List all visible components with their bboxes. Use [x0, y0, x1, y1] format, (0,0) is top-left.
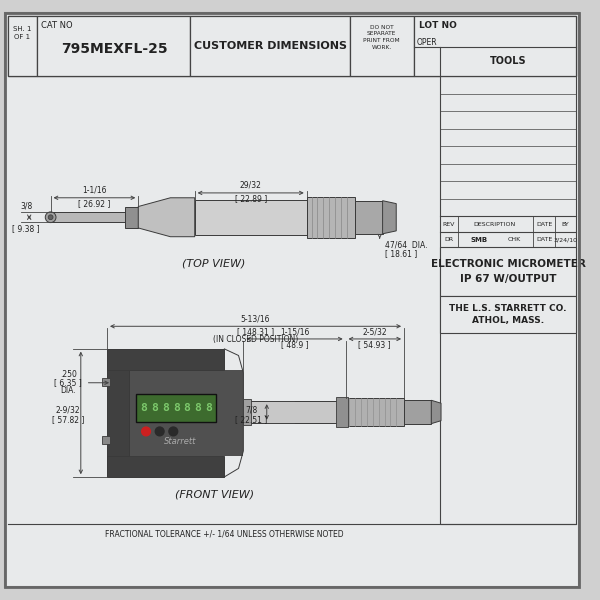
Bar — [102, 436, 110, 444]
Text: [ 18.61 ]: [ 18.61 ] — [385, 249, 417, 258]
Text: [ 48.9 ]: [ 48.9 ] — [281, 340, 308, 349]
Text: FRACTIONAL TOLERANCE +/- 1/64 UNLESS OTHERWISE NOTED: FRACTIONAL TOLERANCE +/- 1/64 UNLESS OTH… — [104, 529, 343, 538]
Text: TOOLS: TOOLS — [490, 56, 526, 67]
Bar — [195, 200, 307, 235]
Polygon shape — [383, 200, 396, 234]
Bar — [50, 212, 127, 222]
Bar — [336, 397, 347, 427]
Text: [ 57.82 ]: [ 57.82 ] — [52, 415, 85, 424]
Bar — [102, 378, 110, 386]
Text: (IN CLOSED POSITION): (IN CLOSED POSITION) — [213, 335, 298, 344]
Bar — [8, 16, 37, 76]
Bar — [107, 349, 224, 370]
Text: DIA.: DIA. — [61, 386, 76, 395]
Text: 2-9/32: 2-9/32 — [56, 406, 80, 415]
Polygon shape — [431, 400, 441, 424]
Text: 47/64  DIA.: 47/64 DIA. — [385, 241, 427, 250]
Text: ELECTRONIC MICROMETER
IP 67 W/OUTPUT: ELECTRONIC MICROMETER IP 67 W/OUTPUT — [431, 259, 586, 284]
Bar — [346, 398, 404, 425]
Text: OPER: OPER — [416, 38, 437, 47]
Text: 2-5/32: 2-5/32 — [362, 327, 387, 336]
Circle shape — [155, 427, 164, 436]
Text: 8: 8 — [151, 403, 158, 413]
Text: 8: 8 — [205, 403, 212, 413]
Bar — [8, 16, 577, 76]
Text: 5-13/16: 5-13/16 — [241, 314, 271, 323]
Ellipse shape — [48, 215, 53, 220]
Text: 8: 8 — [194, 403, 201, 413]
Bar — [440, 76, 577, 524]
Text: CAT NO: CAT NO — [41, 21, 73, 30]
Text: [ 54.93 ]: [ 54.93 ] — [358, 340, 391, 349]
Text: DATE: DATE — [536, 221, 553, 227]
Text: DO NOT
SEPARATE
PRINT FROM
WORK.: DO NOT SEPARATE PRINT FROM WORK. — [364, 25, 400, 50]
Bar — [107, 349, 128, 475]
Circle shape — [142, 427, 151, 436]
Text: 1-1/16: 1-1/16 — [82, 186, 107, 195]
Bar — [414, 16, 577, 76]
Text: BY: BY — [562, 221, 569, 227]
Text: CHK: CHK — [508, 237, 521, 242]
Text: DESCRIPTION: DESCRIPTION — [473, 221, 515, 227]
Text: OF 1: OF 1 — [14, 34, 31, 40]
Bar — [128, 370, 244, 456]
Bar — [125, 206, 138, 228]
Text: [ 26.92 ]: [ 26.92 ] — [78, 199, 110, 208]
Bar — [190, 16, 350, 76]
Text: 3/24/10: 3/24/10 — [554, 237, 578, 242]
Text: 1-15/16: 1-15/16 — [280, 327, 309, 336]
Bar — [350, 16, 414, 76]
Bar — [440, 296, 577, 333]
Text: THE L.S. STARRETT CO.
ATHOL, MASS.: THE L.S. STARRETT CO. ATHOL, MASS. — [449, 304, 567, 325]
Bar — [37, 16, 190, 76]
Text: 3/8: 3/8 — [20, 202, 32, 211]
Text: 8: 8 — [141, 403, 148, 413]
Bar — [440, 247, 577, 296]
Bar — [107, 456, 224, 477]
Text: [ 148.31 ]: [ 148.31 ] — [237, 327, 274, 336]
Text: [ 22.51 ]: [ 22.51 ] — [235, 415, 267, 424]
Text: 29/32: 29/32 — [240, 181, 262, 190]
Text: (TOP VIEW): (TOP VIEW) — [182, 258, 246, 268]
Polygon shape — [138, 198, 195, 237]
Text: 8: 8 — [173, 403, 179, 413]
Text: DATE: DATE — [536, 237, 553, 242]
Text: CUSTOMER DIMENSIONS: CUSTOMER DIMENSIONS — [194, 41, 347, 51]
Text: LOT NO: LOT NO — [419, 21, 457, 30]
Bar — [136, 394, 216, 422]
Ellipse shape — [45, 212, 56, 223]
Bar — [355, 200, 383, 234]
Text: [ 22.89 ]: [ 22.89 ] — [235, 194, 267, 203]
Text: 7/8: 7/8 — [245, 406, 257, 415]
Bar — [404, 400, 431, 424]
Text: 795MEXFL-25: 795MEXFL-25 — [62, 42, 168, 56]
Text: SH. 1: SH. 1 — [13, 26, 32, 32]
Bar — [307, 197, 355, 238]
Text: Starrett: Starrett — [164, 437, 196, 446]
Text: DR: DR — [444, 237, 454, 242]
Text: (FRONT VIEW): (FRONT VIEW) — [175, 490, 254, 500]
Bar — [244, 401, 346, 422]
Text: REV: REV — [443, 221, 455, 227]
Text: SMB: SMB — [470, 236, 488, 242]
Circle shape — [169, 427, 178, 436]
Text: 8: 8 — [184, 403, 190, 413]
Text: 8: 8 — [162, 403, 169, 413]
Text: [ 6.35 ]: [ 6.35 ] — [54, 378, 82, 387]
Text: [ 9.38 ]: [ 9.38 ] — [13, 224, 40, 233]
Bar — [244, 400, 251, 425]
Text: .250: .250 — [60, 370, 77, 379]
